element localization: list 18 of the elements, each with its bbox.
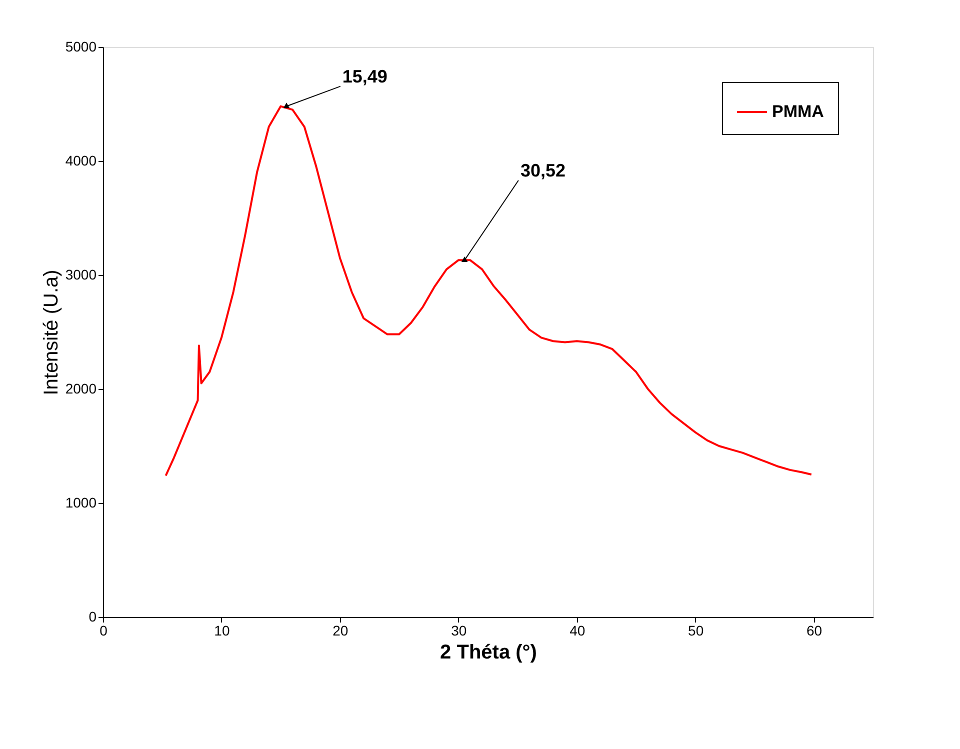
y-tick-label: 3000 [65,266,97,282]
y-axis-title: Intensité (U.a) [40,270,62,396]
y-tick-label: 0 [88,608,97,624]
x-tick-label: 50 [688,622,704,638]
legend-label: PMMA [772,102,824,121]
x-tick-label: 0 [100,622,108,638]
x-tick-label: 10 [214,622,230,638]
annotation: 30,52 [520,160,566,180]
x-tick-label: 30 [451,622,467,638]
x-tick-label: 40 [570,622,586,638]
annotation: 15,49 [342,66,388,86]
x-tick-label: 60 [806,622,822,638]
y-tick-label: 1000 [65,494,97,510]
y-tick-label: 5000 [65,38,97,54]
y-tick-label: 2000 [65,380,97,396]
y-tick-label: 4000 [65,152,97,168]
x-axis-title: 2 Théta (°) [440,642,537,664]
x-tick-label: 20 [332,622,348,638]
